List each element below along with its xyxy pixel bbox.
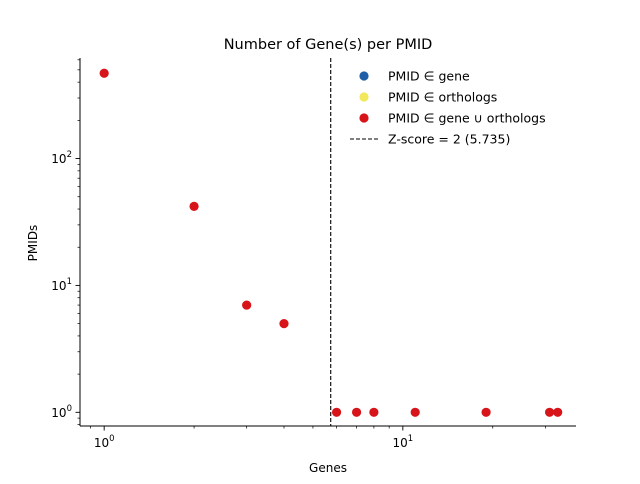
legend-label: Z-score = 2 (5.735)	[388, 132, 510, 147]
data-point	[242, 300, 252, 310]
data-point	[99, 68, 109, 78]
x-axis-label: Genes	[309, 461, 347, 475]
legend-label: PMID ∈ gene	[388, 69, 470, 84]
legend-marker	[359, 92, 369, 102]
data-point	[553, 407, 563, 417]
data-point	[189, 201, 199, 211]
y-tick-label: 101	[51, 277, 72, 293]
data-point	[410, 407, 420, 417]
data-point	[481, 407, 491, 417]
data-point	[331, 407, 342, 417]
legend-label: PMID ∈ orthologs	[388, 90, 497, 105]
data-point	[279, 319, 289, 329]
x-tick-label: 101	[392, 434, 413, 450]
legend-marker	[359, 71, 369, 81]
data-point	[544, 407, 555, 417]
y-tick-label: 102	[51, 150, 72, 166]
data-point	[351, 407, 362, 417]
y-axis-label: PMIDs	[26, 225, 40, 262]
legend-marker	[359, 113, 369, 123]
x-tick-label: 100	[94, 434, 115, 450]
chart-title: Number of Gene(s) per PMID	[224, 37, 433, 53]
legend-label: PMID ∈ gene ∪ orthologs	[388, 111, 546, 126]
y-tick-label: 100	[51, 404, 72, 420]
data-point	[369, 407, 379, 417]
